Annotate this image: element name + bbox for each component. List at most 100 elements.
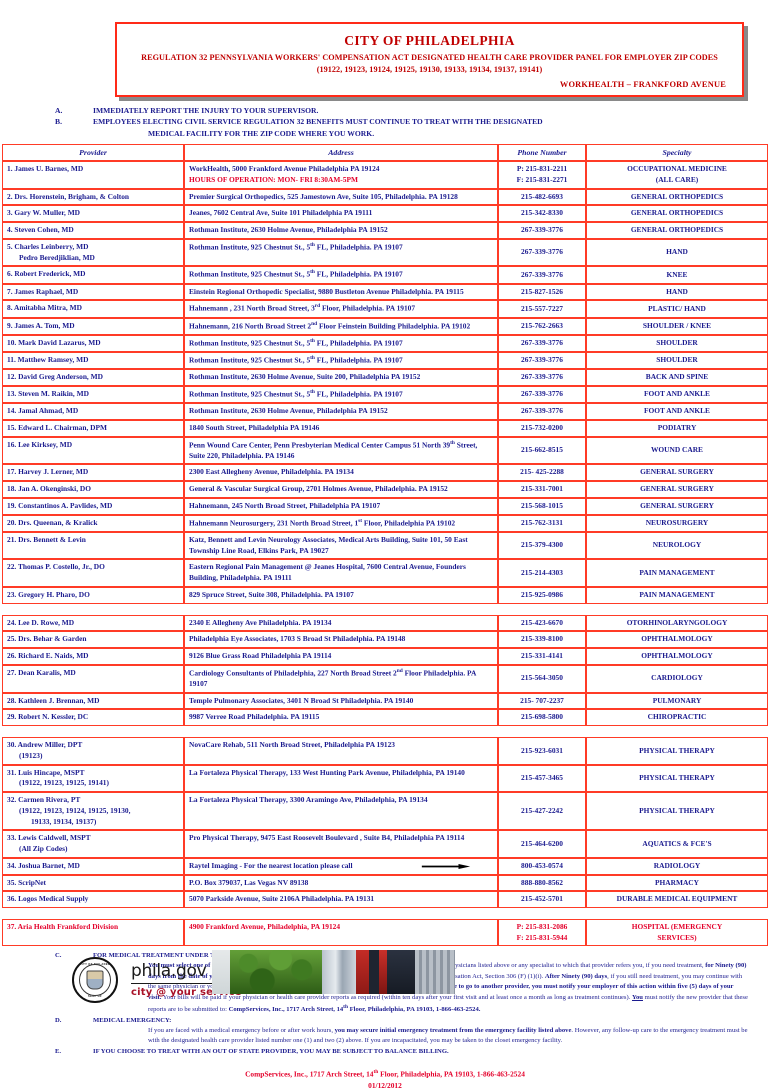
cell-specialty: PLASTIC/ HAND [586,300,768,318]
legal-d-b2: you may secure initial emergency treatme… [334,1026,572,1034]
cell-provider: 28. Kathleen J. Brennan, MD [2,692,184,710]
table-row: 2. Drs. Horenstein, Brigham, & Colton Pre… [2,188,768,206]
cell-specialty: OPHTHALMOLOGY [586,631,768,649]
photo-band-facade [415,950,455,994]
legal-c-b7: If you decide to go to another provider,… [148,983,734,1001]
cell-specialty: CARDIOLOGY [586,664,768,693]
cell-address: Katz, Bennett and Levin Neurology Associ… [184,531,498,560]
header-box: CITY OF PHILADELPHIA REGULATION 32 PENNS… [115,22,744,97]
cell-phone: 215-732-0200 [498,419,586,437]
cell-address: Pro Physical Therapy, 9475 East Roosevel… [184,830,498,858]
cell-phone: 215-339-8100 [498,631,586,649]
table-row: 32. Carmen Rivera, PT (19122, 19123, 1912… [2,792,768,831]
legal-c-b11: CompServices, Inc., 1717 Arch Street, 14… [228,1004,481,1014]
cell-provider: 25. Drs. Behar & Garden [2,631,184,649]
cell-phone: 267-339-3776 [498,266,586,284]
cell-provider: 3. Gary W. Muller, MD [2,205,184,223]
footer-signature-line2: 01/12/2012 [368,1080,402,1090]
table-row: 19. Constantinos A. Pavlides, MD Hahneman… [2,497,768,515]
cell-provider: 26. Richard E. Naids, MD [2,648,184,665]
table-row: 37. Aria Health Frankford Division 4900 F… [2,918,768,947]
cell-specialty: PHARMACY [586,874,768,892]
cell-address: Philadelphia Eye Associates, 1703 S Broa… [184,631,498,649]
legal-c-b3: for Ninety (90) days from the date of yo… [148,962,747,980]
banner-photo-strip [212,950,455,994]
brand-block: phila.gov city @ your service [131,962,243,998]
table-row: 22. Thomas P. Costello, Jr., DO Eastern R… [2,559,768,587]
note-a-text: IMMEDIATELY REPORT THE INJURY TO YOUR SU… [93,105,319,115]
cell-specialty: SHOULDER [586,351,768,370]
cell-phone: 267-339-3776 [498,385,586,404]
cell-provider: 14. Jamal Ahmad, MD [2,403,184,420]
cell-specialty: HAND [586,238,768,267]
cell-specialty: PODIATRY [586,419,768,437]
cell-provider: 12. David Greg Anderson, MD [2,369,184,386]
cell-provider: 8. Amitabha Mitra, MD [2,300,184,318]
cell-specialty: CHIROPRACTIC [586,709,768,727]
cell-specialty: OCCUPATIONAL MEDICINE (ALL CARE) [586,161,768,189]
photo-band-red-1 [356,950,369,994]
cell-provider: 27. Dean Karalis, MD [2,664,184,693]
cell-specialty: GENERAL ORTHOPEDICS [586,222,768,239]
photo-band-dark-2 [387,950,415,994]
cell-address: La Fortaleza Physical Therapy, 133 West … [184,764,498,793]
photo-band-trees [230,950,322,994]
city-seal-icon: THE CITY OF PHILADELPHIA SEAL OF [72,957,118,1003]
table-row: 27. Dean Karalis, MD Cardiology Consultan… [2,664,768,693]
cell-provider: 20. Drs. Queenan, & Kralick [2,514,184,532]
cell-specialty: PHYSICAL THERAPY [586,764,768,793]
cell-provider: 30. Andrew Miller, DPT (19123) [2,737,184,765]
legal-d-b1: If you are faced with a medical emergenc… [148,1026,335,1034]
provider-table-block-1: Provider Address Phone Number Specialty … [2,143,768,604]
table-row: 30. Andrew Miller, DPT (19123) NovaCare Re… [2,737,768,765]
column-header-address: Address [184,143,498,162]
table-row: 1. James U. Barnes, MD WorkHealth, 5000 F… [2,161,768,189]
cell-specialty: KNEE [586,266,768,284]
table-row: 35. ScripNet P.O. Box 379037, Las Vegas N… [2,874,768,892]
table-row: 16. Lee Kirksey, MD Penn Wound Care Cente… [2,436,768,465]
cell-specialty: OTORHINOLARYNGOLOGY [586,614,768,632]
cell-provider: 1. James U. Barnes, MD [2,161,184,189]
cell-address: NovaCare Rehab, 511 North Broad Street, … [184,737,498,765]
provider-table-block-4: 37. Aria Health Frankford Division 4900 F… [2,918,768,947]
cell-provider: 18. Jan A. Okenginski, DO [2,481,184,498]
cell-phone: 267-339-3776 [498,222,586,239]
column-header-specialty: Specialty [586,143,768,162]
cell-specialty: GENERAL ORTHOPEDICS [586,205,768,223]
cell-phone: 215-762-3131 [498,514,586,532]
note-b-text: EMPLOYEES ELECTING CIVIL SERVICE REGULAT… [93,117,543,127]
table-row: 28. Kathleen J. Brennan, MD Temple Pulmon… [2,692,768,710]
cell-address: Temple Pulmonary Associates, 3401 N Broa… [184,692,498,710]
cell-specialty: SHOULDER [586,334,768,352]
table-row: 15. Edward L. Chairman, DPM 1840 South St… [2,419,768,437]
cell-phone: 267-339-3776 [498,369,586,386]
cell-phone: 215-662-8515 [498,436,586,465]
cell-provider: 2. Drs. Horenstein, Brigham, & Colton [2,188,184,206]
seal-text: THE CITY OF PHILADELPHIA SEAL OF [74,959,116,1001]
table-row: 17. Harvey J. Lerner, MD 2300 East Allegh… [2,464,768,482]
cell-address: General & Vascular Surgical Group, 2701 … [184,481,498,498]
cell-provider: 17. Harvey J. Lerner, MD [2,464,184,482]
brand-wordmark: phila.gov [131,961,207,982]
legal-d-heading-row: D. MEDICAL EMERGENCY: [0,1016,770,1026]
note-a: A. IMMEDIATELY REPORT THE INJURY TO YOUR… [0,105,770,116]
cell-address: Rothman Institute, 2630 Holme Avenue, Su… [184,369,498,386]
cell-address: Eastern Regional Pain Management @ Jeane… [184,559,498,587]
column-header-provider: Provider [2,143,184,162]
cell-phone: 215-568-1015 [498,497,586,515]
cell-specialty: GENERAL SURGERY [586,497,768,515]
cell-phone: 215- 707-2237 [498,692,586,710]
cell-address: 5070 Parkside Avenue, Suite 2106A Philad… [184,891,498,908]
table-row: 7. James Raphael, MD Einstein Regional Or… [2,283,768,301]
brand-divider [131,982,243,984]
table-row: 29. Robert N. Kessler, DC 9987 Verree Roa… [2,709,768,727]
cell-address: La Fortaleza Physical Therapy, 3300 Aram… [184,792,498,831]
table-row: 13. Steven M. Raikin, MD Rothman Institut… [2,385,768,404]
cell-provider: 5. Charles Leinberry, MD Pedro Beredjikli… [2,238,184,267]
cell-phone: 215-564-3050 [498,664,586,693]
cell-phone: 267-339-3776 [498,238,586,267]
cell-address: 2340 E Allegheny Ave Philadelphia. PA 19… [184,614,498,632]
cell-provider: 35. ScripNet [2,874,184,892]
table-row: 8. Amitabha Mitra, MD Hahnemann , 231 Nor… [2,300,768,318]
table-row: 20. Drs. Queenan, & Kralick Hahnemann Neu… [2,514,768,532]
